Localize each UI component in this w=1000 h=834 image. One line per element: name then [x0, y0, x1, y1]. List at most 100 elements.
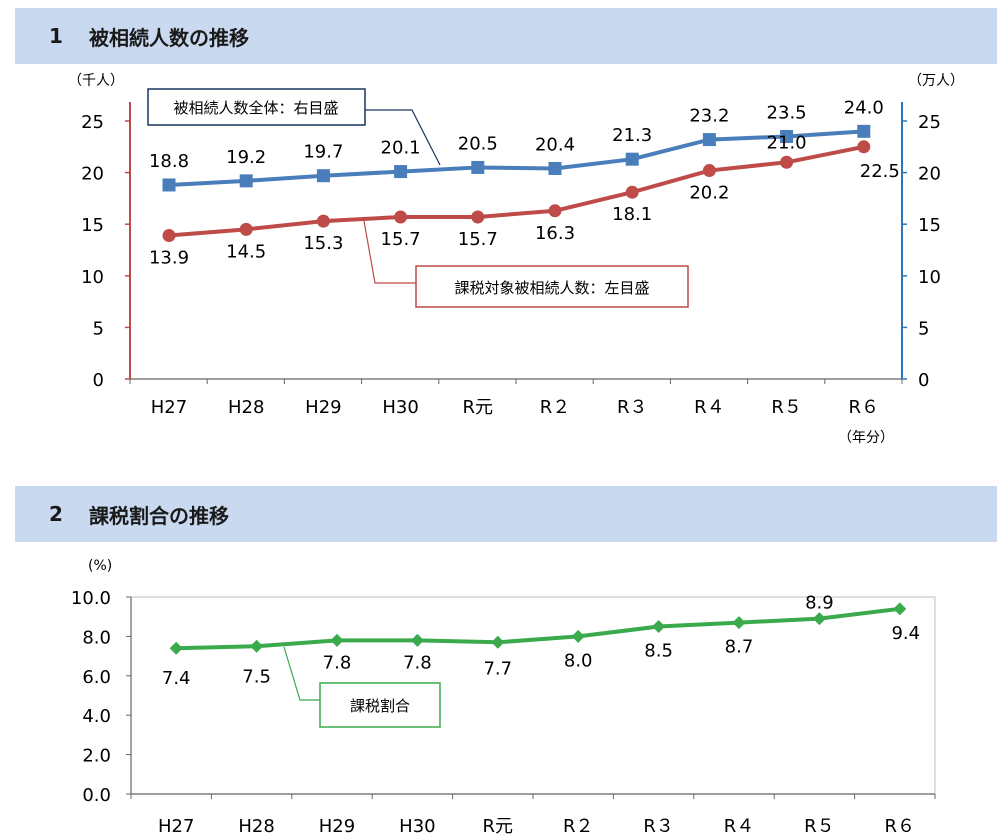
legend-callout-ratio: 課税割合 — [283, 646, 441, 728]
data-point-ratio — [410, 633, 424, 647]
series-line-total — [168, 129, 864, 187]
data-label-ratio: 7.7 — [483, 658, 512, 679]
data-point-total — [471, 160, 485, 174]
section-2-number: 2 — [49, 502, 63, 526]
right-tick-label: 5 — [918, 318, 929, 339]
data-point-ratio — [169, 641, 183, 655]
data-point-ratio — [893, 602, 907, 616]
x-tick-label: R４ — [724, 816, 755, 834]
data-point-total — [394, 165, 408, 179]
data-point-ratio — [330, 633, 344, 647]
x-tick-label: H29 — [319, 816, 355, 834]
y-tick-label: 2.0 — [82, 746, 111, 767]
data-label-taxable: 18.1 — [612, 204, 652, 225]
x-tick-label: H30 — [382, 397, 418, 418]
y-tick-label: 8.0 — [82, 627, 111, 648]
data-label-ratio: 8.9 — [805, 593, 834, 614]
left-tick-label: 15 — [81, 215, 104, 236]
data-point-total — [316, 169, 330, 183]
legend-label-taxable: 課税対象被相続人数：左目盛 — [454, 279, 649, 297]
x-tick-label: R３ — [643, 816, 674, 834]
x-tick-label: R５ — [771, 397, 802, 418]
series-line-ratio — [176, 606, 901, 651]
data-label-taxable: 20.2 — [689, 183, 729, 204]
data-label-total: 23.5 — [767, 102, 807, 123]
data-point-ratio — [571, 629, 585, 643]
data-point-ratio — [491, 635, 505, 649]
x-tick-label: H29 — [305, 397, 341, 418]
data-label-total: 19.2 — [226, 147, 266, 168]
x-axis-label: （年分） — [838, 430, 894, 446]
data-label-total: 21.3 — [612, 125, 652, 146]
section-2-header: 2 課税割合の推移 — [15, 486, 997, 542]
data-label-taxable: 13.9 — [149, 248, 189, 269]
data-label-ratio: 7.8 — [323, 652, 352, 673]
data-point-total — [239, 174, 253, 188]
data-point-ratio — [652, 620, 666, 634]
data-label-ratio: 8.5 — [644, 641, 673, 662]
section-1-number: 1 — [49, 24, 63, 48]
data-label-total: 23.2 — [689, 106, 729, 127]
data-point-taxable — [239, 222, 253, 236]
data-point-taxable — [471, 210, 485, 224]
data-label-taxable: 22.5 — [860, 161, 900, 182]
right-axis-unit: （万人） — [908, 73, 964, 89]
series-line-taxable — [168, 144, 865, 238]
left-tick-label: 10 — [81, 267, 104, 288]
data-point-taxable — [162, 229, 176, 243]
data-point-taxable — [625, 185, 639, 199]
x-tick-label: H27 — [151, 397, 187, 418]
x-tick-label: R６ — [885, 816, 916, 834]
data-label-taxable: 16.3 — [535, 223, 575, 244]
data-point-ratio — [732, 616, 746, 630]
left-tick-label: 0 — [93, 370, 104, 391]
data-point-taxable — [780, 155, 794, 169]
chart-2-taxation-ratio: (%) 0.0 2.0 4.0 6.0 8.0 10.0 H27 H28 H29 H30 R元 R２ R… — [71, 558, 936, 834]
section-2-title: 課税割合の推移 — [89, 503, 229, 528]
right-tick-label: 15 — [918, 215, 941, 236]
data-label-taxable: 15.7 — [458, 229, 498, 250]
x-tick-label: R元 — [463, 397, 494, 418]
chart-1-heirs-count: （千人） （万人） 0 5 10 15 20 25 0 5 10 15 20 25 H27 H28 H29 H… — [68, 73, 964, 446]
data-point-total — [162, 178, 176, 192]
data-label-total: 19.7 — [303, 142, 343, 163]
data-label-ratio: 9.4 — [891, 623, 920, 644]
data-point-total — [857, 124, 871, 138]
data-label-total: 24.0 — [844, 97, 884, 118]
data-point-taxable — [857, 140, 871, 154]
x-tick-label: R６ — [849, 397, 880, 418]
x-tick-label: H28 — [228, 397, 264, 418]
y-axis-unit: (%) — [88, 558, 112, 574]
legend-label-ratio: 課税割合 — [350, 697, 410, 715]
y-tick-label: 6.0 — [82, 667, 111, 688]
x-tick-label: R３ — [617, 397, 648, 418]
data-label-taxable: 21.0 — [767, 132, 807, 153]
legend-label-total: 被相続人数全体：右目盛 — [173, 99, 338, 117]
left-tick-label: 20 — [81, 164, 104, 185]
data-label-total: 20.4 — [535, 134, 575, 155]
right-tick-label: 10 — [918, 267, 941, 288]
data-point-total — [702, 133, 716, 147]
data-point-total — [780, 129, 794, 143]
x-tick-label: H28 — [238, 816, 274, 834]
data-label-taxable: 15.7 — [381, 229, 421, 250]
right-tick-label: 0 — [918, 370, 929, 391]
section-1-title: 被相続人数の推移 — [89, 25, 249, 50]
x-tick-label: R５ — [804, 816, 835, 834]
data-label-total: 20.5 — [458, 133, 498, 154]
x-tick-label: H30 — [399, 816, 435, 834]
y-tick-label: 10.0 — [71, 588, 111, 609]
data-point-ratio — [812, 612, 826, 626]
right-tick-label: 20 — [918, 164, 941, 185]
section-1-header: 1 被相続人数の推移 — [15, 8, 997, 64]
y-tick-label: 4.0 — [82, 706, 111, 727]
data-point-taxable — [548, 204, 562, 218]
data-label-taxable: 15.3 — [303, 233, 343, 254]
x-tick-label: R２ — [563, 816, 594, 834]
y-tick-label: 0.0 — [82, 785, 111, 806]
plot-area — [130, 596, 936, 795]
x-tick-label: R２ — [540, 397, 571, 418]
data-point-taxable — [394, 210, 408, 224]
x-tick-label: H27 — [158, 816, 194, 834]
legend-callout-total: 被相続人数全体：右目盛 — [147, 88, 441, 166]
